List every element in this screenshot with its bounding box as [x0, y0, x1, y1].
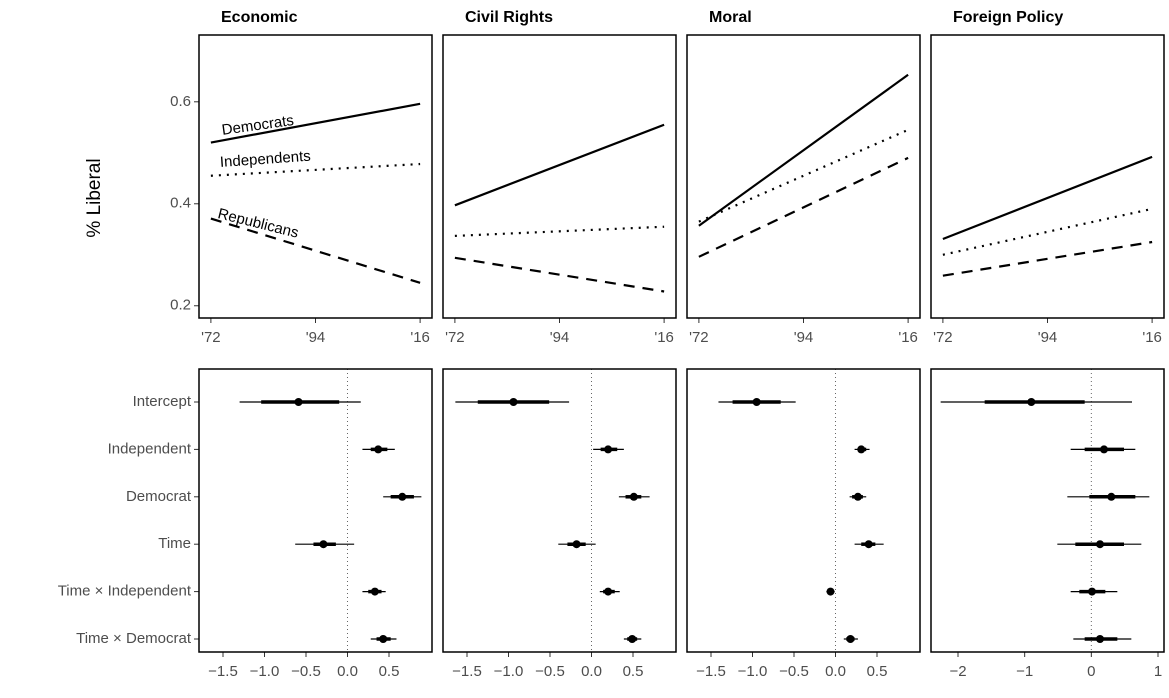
panel-title: Foreign Policy [953, 9, 1063, 26]
estimate-point [1088, 587, 1096, 596]
x-tick-label: '16 [1142, 329, 1162, 346]
x-tick-label: '94 [306, 329, 326, 346]
y-axis-label: % Liberal [84, 158, 105, 237]
estimate-point [1107, 492, 1116, 501]
estimate-point [1096, 635, 1104, 643]
estimate-point [629, 492, 638, 501]
series-line [210, 102, 421, 144]
y-tick-label: Time × Independent [58, 583, 192, 600]
series-line [942, 155, 1153, 240]
x-tick-label: 0.5 [379, 663, 400, 680]
estimate-point [370, 587, 379, 596]
y-tick-label: 0.2 [170, 297, 191, 314]
panel-border [442, 34, 677, 319]
panel-border [930, 34, 1165, 319]
estimate-point [379, 635, 388, 643]
x-tick-label: −1.5 [208, 663, 238, 680]
y-tick-label: Time [158, 535, 191, 552]
x-tick-label: '94 [550, 329, 570, 346]
series-line [454, 225, 665, 238]
x-tick-label: −0.5 [779, 663, 809, 680]
panel-border [442, 368, 677, 653]
estimate-point [604, 587, 613, 596]
estimate-point [752, 398, 761, 406]
x-tick-label: '16 [654, 329, 674, 346]
panel-border [686, 34, 921, 319]
x-tick-label: 0 [1087, 663, 1095, 680]
x-tick-label: −1.5 [696, 663, 726, 680]
y-tick-label: 0.6 [170, 93, 191, 110]
y-tick-label: Intercept [133, 393, 192, 410]
estimate-point [1100, 445, 1108, 454]
x-tick-label: −0.5 [291, 663, 321, 680]
estimate-point [398, 492, 407, 501]
estimate-point [572, 540, 581, 549]
panel-border [686, 368, 921, 653]
estimate-point [846, 635, 855, 643]
panel-border [198, 368, 433, 653]
x-tick-label: '94 [794, 329, 814, 346]
panel-border [930, 368, 1165, 653]
x-tick-label: 0.0 [581, 663, 602, 680]
x-tick-label: '16 [898, 329, 918, 346]
panel-title: Economic [221, 9, 298, 26]
y-tick-label: Independent [108, 440, 192, 457]
x-tick-label: 0.0 [337, 663, 358, 680]
x-tick-label: '72 [689, 329, 709, 346]
estimate-point [319, 540, 328, 549]
estimate-point [1027, 398, 1036, 406]
panel-title: Civil Rights [465, 9, 553, 26]
x-tick-label: 0.5 [623, 663, 644, 680]
x-tick-label: '72 [201, 329, 221, 346]
x-tick-label: '72 [933, 329, 953, 346]
y-tick-label: Democrat [126, 488, 192, 505]
series-line [210, 162, 421, 177]
series-label: Independents [219, 148, 311, 171]
panel-border [198, 34, 433, 319]
series-line [942, 240, 1153, 277]
estimate-point [509, 398, 518, 406]
estimate-point [826, 587, 835, 596]
estimate-point [604, 445, 613, 454]
y-tick-label: 0.4 [170, 195, 191, 212]
x-tick-label: −1.0 [494, 663, 524, 680]
series-line [698, 73, 909, 227]
x-tick-label: −1.0 [738, 663, 768, 680]
x-tick-label: 0.0 [825, 663, 846, 680]
x-tick-label: −1 [1016, 663, 1033, 680]
x-tick-label: −0.5 [535, 663, 565, 680]
estimate-point [294, 398, 303, 406]
x-tick-label: −1.5 [452, 663, 482, 680]
estimate-point [1096, 540, 1104, 549]
x-tick-label: 1 [1154, 663, 1162, 680]
series-line [698, 156, 909, 258]
y-tick-label: Time × Democrat [76, 630, 192, 647]
panel-title: Moral [709, 9, 752, 26]
estimate-point [374, 445, 383, 454]
x-tick-label: '72 [445, 329, 465, 346]
series-label: Republicans [216, 205, 300, 241]
estimate-point [853, 492, 862, 501]
series-line [454, 256, 665, 293]
series-line [454, 123, 665, 207]
x-tick-label: '16 [410, 329, 430, 346]
estimate-point [864, 540, 873, 549]
estimate-point [628, 635, 637, 643]
x-tick-label: −1.0 [250, 663, 280, 680]
x-tick-label: '94 [1038, 329, 1058, 346]
x-tick-label: −2 [949, 663, 966, 680]
estimate-point [857, 445, 866, 454]
x-tick-label: 0.5 [867, 663, 888, 680]
